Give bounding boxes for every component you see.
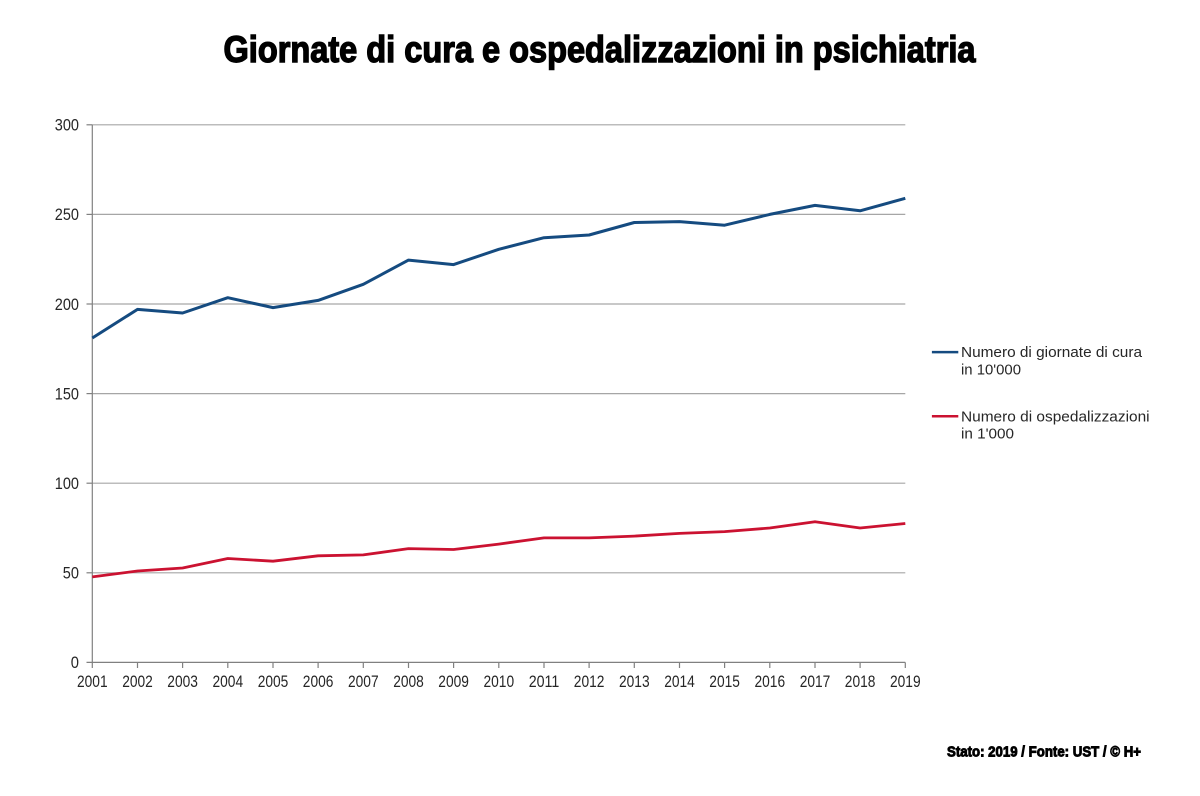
svg-text:200: 200 <box>55 296 79 314</box>
svg-text:2009: 2009 <box>438 673 469 691</box>
svg-text:2018: 2018 <box>845 673 876 691</box>
svg-text:250: 250 <box>55 206 79 224</box>
svg-text:in 10'000: in 10'000 <box>961 362 1021 378</box>
svg-text:2014: 2014 <box>664 673 695 691</box>
svg-text:2008: 2008 <box>393 673 424 691</box>
svg-text:2004: 2004 <box>213 673 244 691</box>
svg-text:2002: 2002 <box>122 673 153 691</box>
svg-text:2013: 2013 <box>619 673 650 691</box>
svg-text:2012: 2012 <box>574 673 605 691</box>
svg-text:100: 100 <box>55 475 79 493</box>
svg-text:2006: 2006 <box>303 673 334 691</box>
svg-text:2017: 2017 <box>800 673 831 691</box>
svg-text:150: 150 <box>55 385 79 403</box>
svg-text:Stato: 2019 / Fonte: UST / © H: Stato: 2019 / Fonte: UST / © H+ <box>947 745 1141 761</box>
svg-text:Giornate di cura e ospedalizza: Giornate di cura e ospedalizzazioni in p… <box>224 29 976 70</box>
svg-text:0: 0 <box>71 654 79 672</box>
svg-text:50: 50 <box>63 565 79 583</box>
svg-text:Numero di giornate di cura: Numero di giornate di cura <box>961 345 1143 361</box>
svg-text:2005: 2005 <box>258 673 289 691</box>
svg-text:2019: 2019 <box>890 673 921 691</box>
svg-text:2015: 2015 <box>709 673 740 691</box>
svg-text:in 1'000: in 1'000 <box>961 427 1014 443</box>
svg-text:2016: 2016 <box>755 673 786 691</box>
svg-text:2007: 2007 <box>348 673 379 691</box>
svg-text:Numero di ospedalizzazioni: Numero di ospedalizzazioni <box>961 409 1150 425</box>
svg-text:2010: 2010 <box>484 673 515 691</box>
svg-text:2011: 2011 <box>529 673 560 691</box>
svg-text:2001: 2001 <box>77 673 108 691</box>
svg-text:2003: 2003 <box>167 673 198 691</box>
svg-text:300: 300 <box>55 117 79 135</box>
